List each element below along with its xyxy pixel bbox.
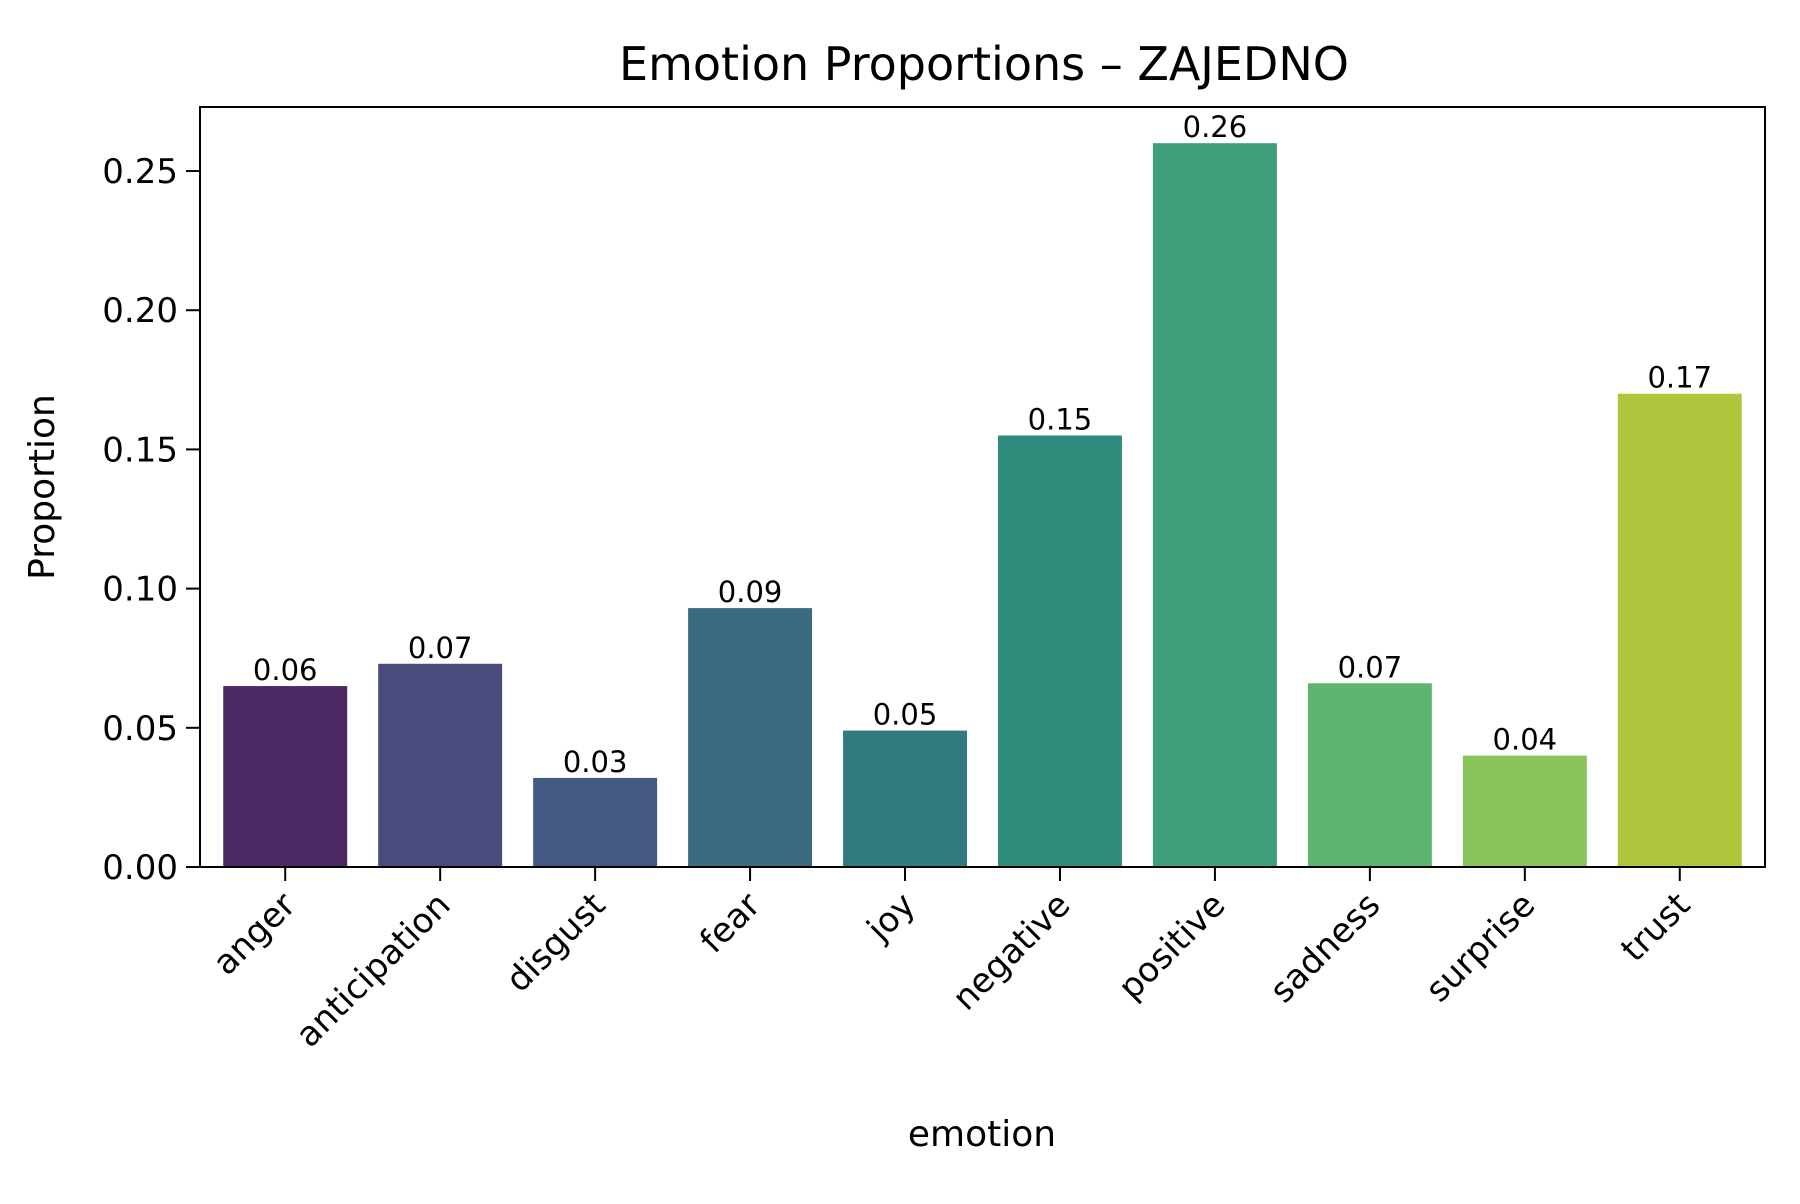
bar-value-label-positive: 0.26 (1183, 110, 1248, 144)
bar-value-label-trust: 0.17 (1647, 361, 1712, 395)
y-tick-label-4: 0.20 (102, 291, 178, 331)
x-tick-label-fear: fear (692, 885, 768, 961)
y-axis: 0.00 0.05 0.10 0.15 0.20 0.25 (102, 152, 200, 888)
bar-negative (997, 435, 1122, 867)
y-tick-label-3: 0.15 (102, 430, 178, 470)
y-tick-label-1: 0.05 (102, 709, 178, 749)
x-tick-label-surprise: surprise (1418, 885, 1543, 1010)
bar-value-label-fear: 0.09 (718, 575, 783, 609)
bars-layer (223, 143, 1742, 867)
bar-value-label-surprise: 0.04 (1493, 723, 1558, 757)
bar-value-label-disgust: 0.03 (563, 745, 628, 779)
x-tick-label-negative: negative (945, 885, 1078, 1018)
x-tick-label-sadness: sadness (1262, 885, 1388, 1011)
x-tick-label-positive: positive (1111, 885, 1234, 1008)
bar-value-label-anger: 0.06 (253, 653, 318, 687)
bar-value-label-sadness: 0.07 (1338, 650, 1403, 684)
x-tick-label-anger: anger (205, 885, 303, 983)
bar-labels-layer: 0.06 0.07 0.03 0.09 0.05 0.15 0.26 0.07 0.04 0.17 (253, 110, 1712, 779)
bar-anger (223, 686, 348, 867)
bar-value-label-joy: 0.05 (873, 698, 938, 732)
x-axis-label: emotion (908, 1114, 1056, 1155)
x-tick-label-trust: trust (1613, 885, 1698, 970)
plot-frame (199, 106, 1766, 868)
y-tick-label-5: 0.25 (102, 152, 178, 192)
y-tick-label-2: 0.10 (102, 570, 178, 610)
bar-anticipation (378, 663, 503, 867)
bar-trust (1617, 393, 1742, 867)
y-axis-label: Proportion (22, 394, 63, 580)
bar-value-label-anticipation: 0.07 (408, 631, 473, 665)
bar-positive (1152, 143, 1277, 867)
y-tick-label-0: 0.00 (102, 848, 178, 888)
x-tick-label-disgust: disgust (498, 885, 613, 1000)
bar-value-label-negative: 0.15 (1028, 402, 1093, 436)
bar-fear (688, 608, 813, 867)
x-tick-label-joy: joy (859, 885, 924, 950)
bar-surprise (1462, 755, 1587, 867)
bar-disgust (533, 777, 658, 867)
bar-joy (843, 730, 968, 867)
chart-title: Emotion Proportions – ZAJEDNO (619, 37, 1349, 91)
bar-sadness (1307, 683, 1432, 867)
x-tick-label-anticipation: anticipation (288, 885, 458, 1055)
